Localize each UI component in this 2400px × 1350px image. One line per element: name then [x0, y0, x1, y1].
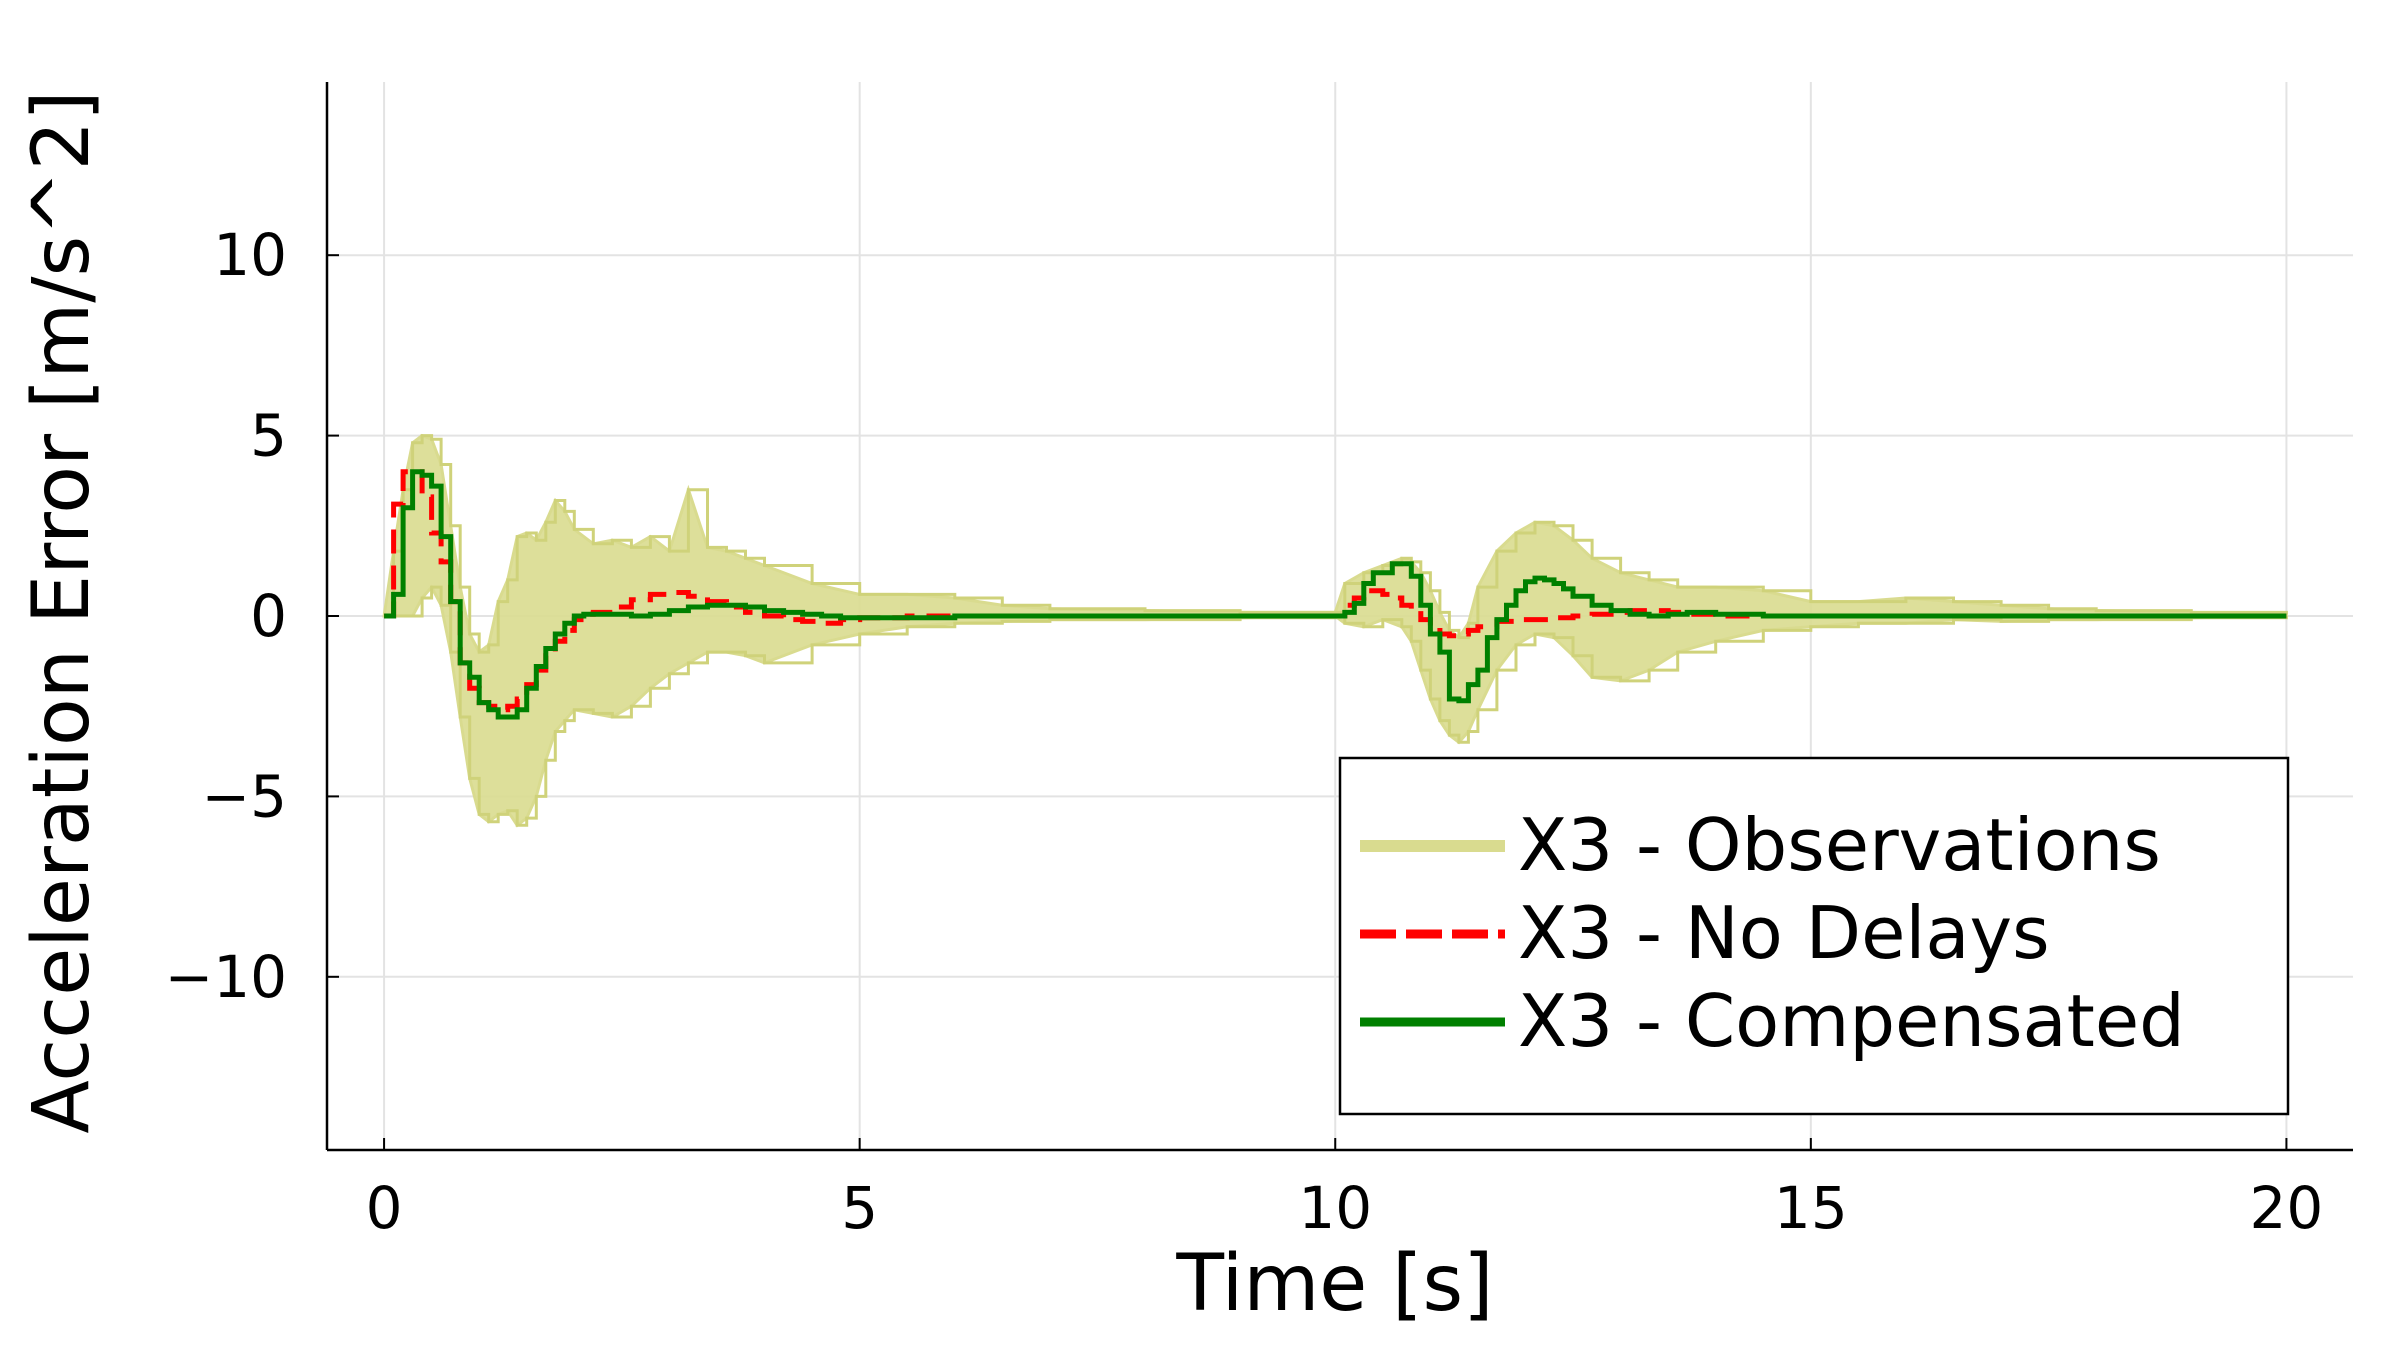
y-tick-label: −10	[165, 943, 287, 1011]
no-delays-line	[384, 469, 2287, 713]
y-tick-label: 10	[213, 221, 287, 289]
y-axis-label: Acceleration Error [m/s^2]	[17, 90, 107, 1133]
y-tick-label: −5	[202, 762, 288, 830]
y-tick-label: 5	[250, 402, 287, 470]
x-tick-label: 20	[2250, 1174, 2324, 1242]
observations-lower-trace	[384, 585, 2288, 827]
observations-upper-trace	[384, 434, 2288, 654]
x-tick-label: 15	[1774, 1174, 1848, 1242]
x-tick-label: 5	[841, 1174, 878, 1242]
compensated-line	[384, 469, 2287, 720]
legend-label: X3 - No Delays	[1518, 891, 2050, 975]
tick-labels: 0 5 10 15 20 −10 −5 0 5 10	[165, 221, 2324, 1242]
x-axis-label: Time [s]	[1175, 1239, 1493, 1329]
legend-label: X3 - Compensated	[1518, 979, 2185, 1063]
legend-label: X3 - Observations	[1518, 803, 2161, 887]
x-tick-label: 10	[1298, 1174, 1372, 1242]
x-tick-label: 0	[366, 1174, 403, 1242]
series-lines	[384, 469, 2287, 720]
y-tick-label: 0	[250, 582, 287, 650]
